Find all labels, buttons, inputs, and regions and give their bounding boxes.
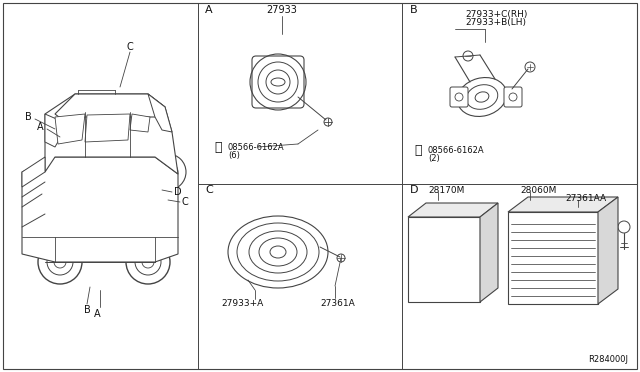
Text: B: B bbox=[24, 112, 31, 122]
Text: B: B bbox=[410, 5, 418, 15]
Text: 08566-6162A: 08566-6162A bbox=[428, 145, 484, 154]
Text: 27933+B(LH): 27933+B(LH) bbox=[465, 17, 526, 26]
Text: 27933+A: 27933+A bbox=[221, 299, 263, 308]
Text: B: B bbox=[84, 305, 90, 315]
Text: D: D bbox=[410, 185, 419, 195]
FancyBboxPatch shape bbox=[504, 87, 522, 107]
Text: A: A bbox=[93, 309, 100, 319]
Text: D: D bbox=[174, 187, 182, 197]
Bar bbox=[24, 209, 39, 217]
Text: Ⓢ: Ⓢ bbox=[214, 141, 221, 154]
Text: C: C bbox=[182, 197, 188, 207]
FancyBboxPatch shape bbox=[252, 56, 304, 108]
Text: 28170M: 28170M bbox=[428, 186, 465, 195]
Bar bbox=[410, 292, 422, 300]
Polygon shape bbox=[408, 217, 480, 302]
Text: 27933+C(RH): 27933+C(RH) bbox=[465, 10, 527, 19]
Text: (6): (6) bbox=[228, 151, 240, 160]
Text: C: C bbox=[205, 185, 212, 195]
Text: 27933: 27933 bbox=[267, 5, 298, 15]
Bar bbox=[510, 286, 532, 302]
Text: C: C bbox=[127, 42, 133, 52]
Polygon shape bbox=[22, 157, 178, 262]
Bar bbox=[534, 290, 550, 302]
Text: A: A bbox=[205, 5, 212, 15]
Polygon shape bbox=[55, 94, 165, 124]
Polygon shape bbox=[45, 114, 68, 147]
Polygon shape bbox=[85, 114, 130, 142]
Polygon shape bbox=[598, 197, 618, 304]
Text: A: A bbox=[36, 122, 44, 132]
Text: (2): (2) bbox=[428, 154, 440, 163]
FancyBboxPatch shape bbox=[450, 87, 468, 107]
Polygon shape bbox=[508, 197, 618, 212]
Text: 08566-6162A: 08566-6162A bbox=[228, 142, 285, 151]
Text: 28060M: 28060M bbox=[520, 186, 556, 195]
Polygon shape bbox=[22, 157, 45, 187]
Text: 27361AA: 27361AA bbox=[565, 193, 606, 202]
Polygon shape bbox=[480, 203, 498, 302]
Text: R284000J: R284000J bbox=[588, 356, 628, 365]
Polygon shape bbox=[148, 94, 172, 132]
Polygon shape bbox=[130, 114, 150, 132]
Bar bbox=[424, 292, 436, 300]
Polygon shape bbox=[45, 94, 178, 174]
Polygon shape bbox=[408, 203, 498, 217]
Text: Ⓢ: Ⓢ bbox=[414, 144, 422, 157]
Polygon shape bbox=[55, 114, 85, 144]
Polygon shape bbox=[508, 212, 598, 304]
Text: 27361A: 27361A bbox=[321, 299, 355, 308]
